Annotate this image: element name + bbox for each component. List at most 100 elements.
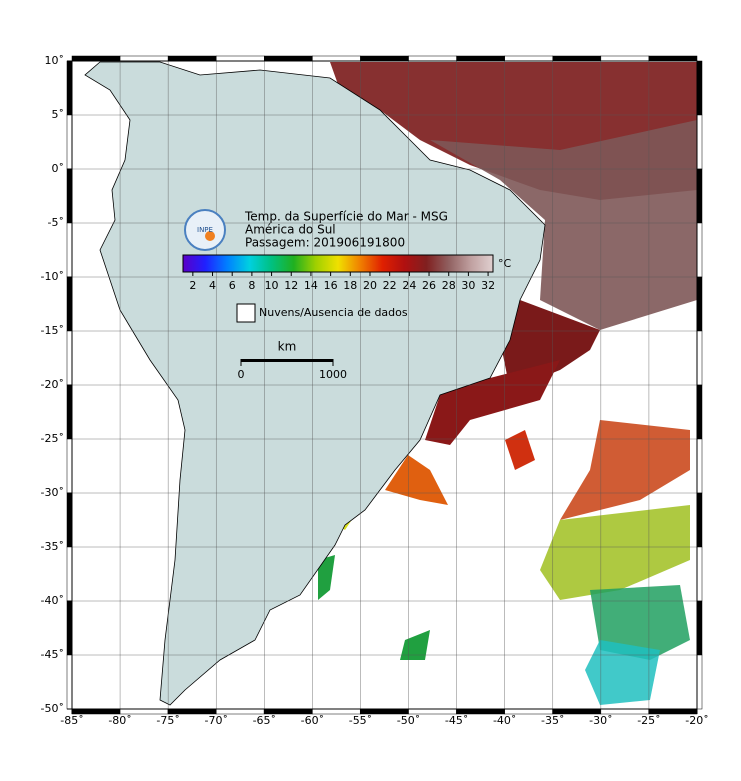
logo-dot bbox=[205, 231, 215, 241]
colorbar: 2 4 6 8 10 12 14 16 18 20 22 24 26 28 30 32 bbox=[182, 254, 495, 292]
colorbar-tick-label: 32 bbox=[481, 279, 495, 292]
colorbar-tick-label: 20 bbox=[363, 279, 377, 292]
frame-segment bbox=[696, 60, 703, 116]
frame-segment bbox=[696, 600, 703, 656]
y-tick-label: -15˚ bbox=[41, 324, 64, 337]
frame-segment bbox=[66, 438, 73, 494]
x-tick-label: -40˚ bbox=[493, 714, 516, 727]
frame-segment bbox=[66, 492, 73, 548]
colorbar-tick-label: 24 bbox=[402, 279, 416, 292]
colorbar-tick-label: 2 bbox=[189, 279, 196, 292]
y-tick-label: 10˚ bbox=[45, 54, 65, 67]
y-tick-label: -20˚ bbox=[41, 378, 64, 391]
frame-segment bbox=[66, 222, 73, 278]
frame-segment bbox=[215, 55, 265, 62]
frame-segment bbox=[167, 55, 217, 62]
frame-segment bbox=[66, 114, 73, 170]
colorbar-tick-label: 6 bbox=[229, 279, 236, 292]
scale-tick-label: 1000 bbox=[319, 368, 347, 381]
sst-patch bbox=[430, 120, 697, 330]
x-tick-label: -70˚ bbox=[204, 714, 227, 727]
frame-segment bbox=[648, 55, 698, 62]
x-tick-label: -60˚ bbox=[301, 714, 324, 727]
logo: INPE bbox=[184, 209, 226, 251]
logo-circle bbox=[184, 209, 226, 251]
y-tick-label: -10˚ bbox=[41, 270, 64, 283]
frame-segment bbox=[408, 55, 457, 62]
sst-patch bbox=[505, 430, 535, 470]
sst-patch bbox=[540, 505, 690, 600]
x-tick-label: -45˚ bbox=[445, 714, 468, 727]
frame-segment bbox=[456, 55, 505, 62]
frame-segment bbox=[696, 276, 703, 332]
sst-patch bbox=[385, 455, 448, 505]
colorbar-tick-label: 30 bbox=[461, 279, 475, 292]
x-tick-label: -80˚ bbox=[108, 714, 131, 727]
scale-tick-label: 0 bbox=[238, 368, 245, 381]
scale-unit: km bbox=[278, 340, 297, 354]
colorbar-tick-label: 16 bbox=[324, 279, 338, 292]
frame-segment bbox=[552, 55, 602, 62]
frame-segment bbox=[696, 492, 703, 548]
x-tick-label: -50˚ bbox=[397, 714, 420, 727]
sst-layer bbox=[318, 62, 697, 705]
sst-patch bbox=[425, 360, 560, 445]
frame-segment bbox=[696, 546, 703, 602]
y-tick-label: -45˚ bbox=[41, 648, 64, 661]
frame-segment bbox=[696, 438, 703, 494]
x-tick-label: -65˚ bbox=[253, 714, 276, 727]
colorbar-tick-label: 28 bbox=[442, 279, 456, 292]
y-tick-label: 0˚ bbox=[52, 162, 65, 175]
frame-segment bbox=[66, 276, 73, 332]
frame-segment bbox=[66, 168, 73, 224]
frame-segment bbox=[66, 654, 73, 710]
sst-patch bbox=[400, 630, 430, 660]
colorbar-tick-label: 4 bbox=[209, 279, 216, 292]
frame-segment bbox=[312, 55, 361, 62]
x-tick-label: -75˚ bbox=[156, 714, 179, 727]
y-tick-label: 5˚ bbox=[52, 108, 65, 121]
y-tick-label: -25˚ bbox=[41, 432, 64, 445]
colorbar-unit: °C bbox=[498, 257, 512, 270]
frame-border bbox=[71, 60, 698, 710]
frame-segment bbox=[696, 222, 703, 278]
y-tick-label: -5˚ bbox=[48, 216, 64, 229]
sst-patch bbox=[585, 640, 660, 705]
y-tick-label: -30˚ bbox=[41, 486, 64, 499]
colorbar-scale bbox=[182, 254, 494, 273]
frame-segment bbox=[66, 330, 73, 386]
legend-label: Nuvens/Ausencia de dados bbox=[259, 306, 408, 319]
x-tick-label: -25˚ bbox=[637, 714, 660, 727]
x-tick-label: -20˚ bbox=[685, 714, 708, 727]
colorbar-tick-label: 26 bbox=[422, 279, 436, 292]
frame-segment bbox=[119, 55, 169, 62]
colorbar-tick-label: 22 bbox=[383, 279, 397, 292]
sst-patch bbox=[560, 420, 690, 520]
frame-segment bbox=[696, 330, 703, 386]
frame-segment bbox=[66, 546, 73, 602]
colorbar-tick-label: 12 bbox=[284, 279, 298, 292]
subtitle: América do Sul bbox=[245, 223, 336, 237]
x-tick-label: -30˚ bbox=[589, 714, 612, 727]
frame-segment bbox=[264, 55, 313, 62]
logo-text: INPE bbox=[197, 226, 213, 234]
x-tick-label: -55˚ bbox=[349, 714, 372, 727]
y-tick-label: -50˚ bbox=[41, 702, 64, 715]
frame-segment bbox=[66, 384, 73, 440]
y-tick-label: -40˚ bbox=[41, 594, 64, 607]
colorbar-tick-label: 8 bbox=[248, 279, 255, 292]
frame-segment bbox=[66, 600, 73, 656]
pass-time: Passagem: 201906191800 bbox=[245, 236, 405, 250]
scale-bar: 0 1000 bbox=[238, 359, 347, 381]
frame-segment bbox=[696, 654, 703, 710]
frame-segment bbox=[696, 168, 703, 224]
frame-segment bbox=[360, 55, 409, 62]
frame-segment bbox=[71, 55, 121, 62]
colorbar-tick-label: 18 bbox=[343, 279, 357, 292]
title: Temp. da Superfície do Mar - MSG bbox=[244, 210, 448, 224]
frame-segment bbox=[504, 55, 554, 62]
frame-segment bbox=[696, 114, 703, 170]
frame-segment bbox=[600, 55, 650, 62]
colorbar-tick-label: 10 bbox=[265, 279, 279, 292]
